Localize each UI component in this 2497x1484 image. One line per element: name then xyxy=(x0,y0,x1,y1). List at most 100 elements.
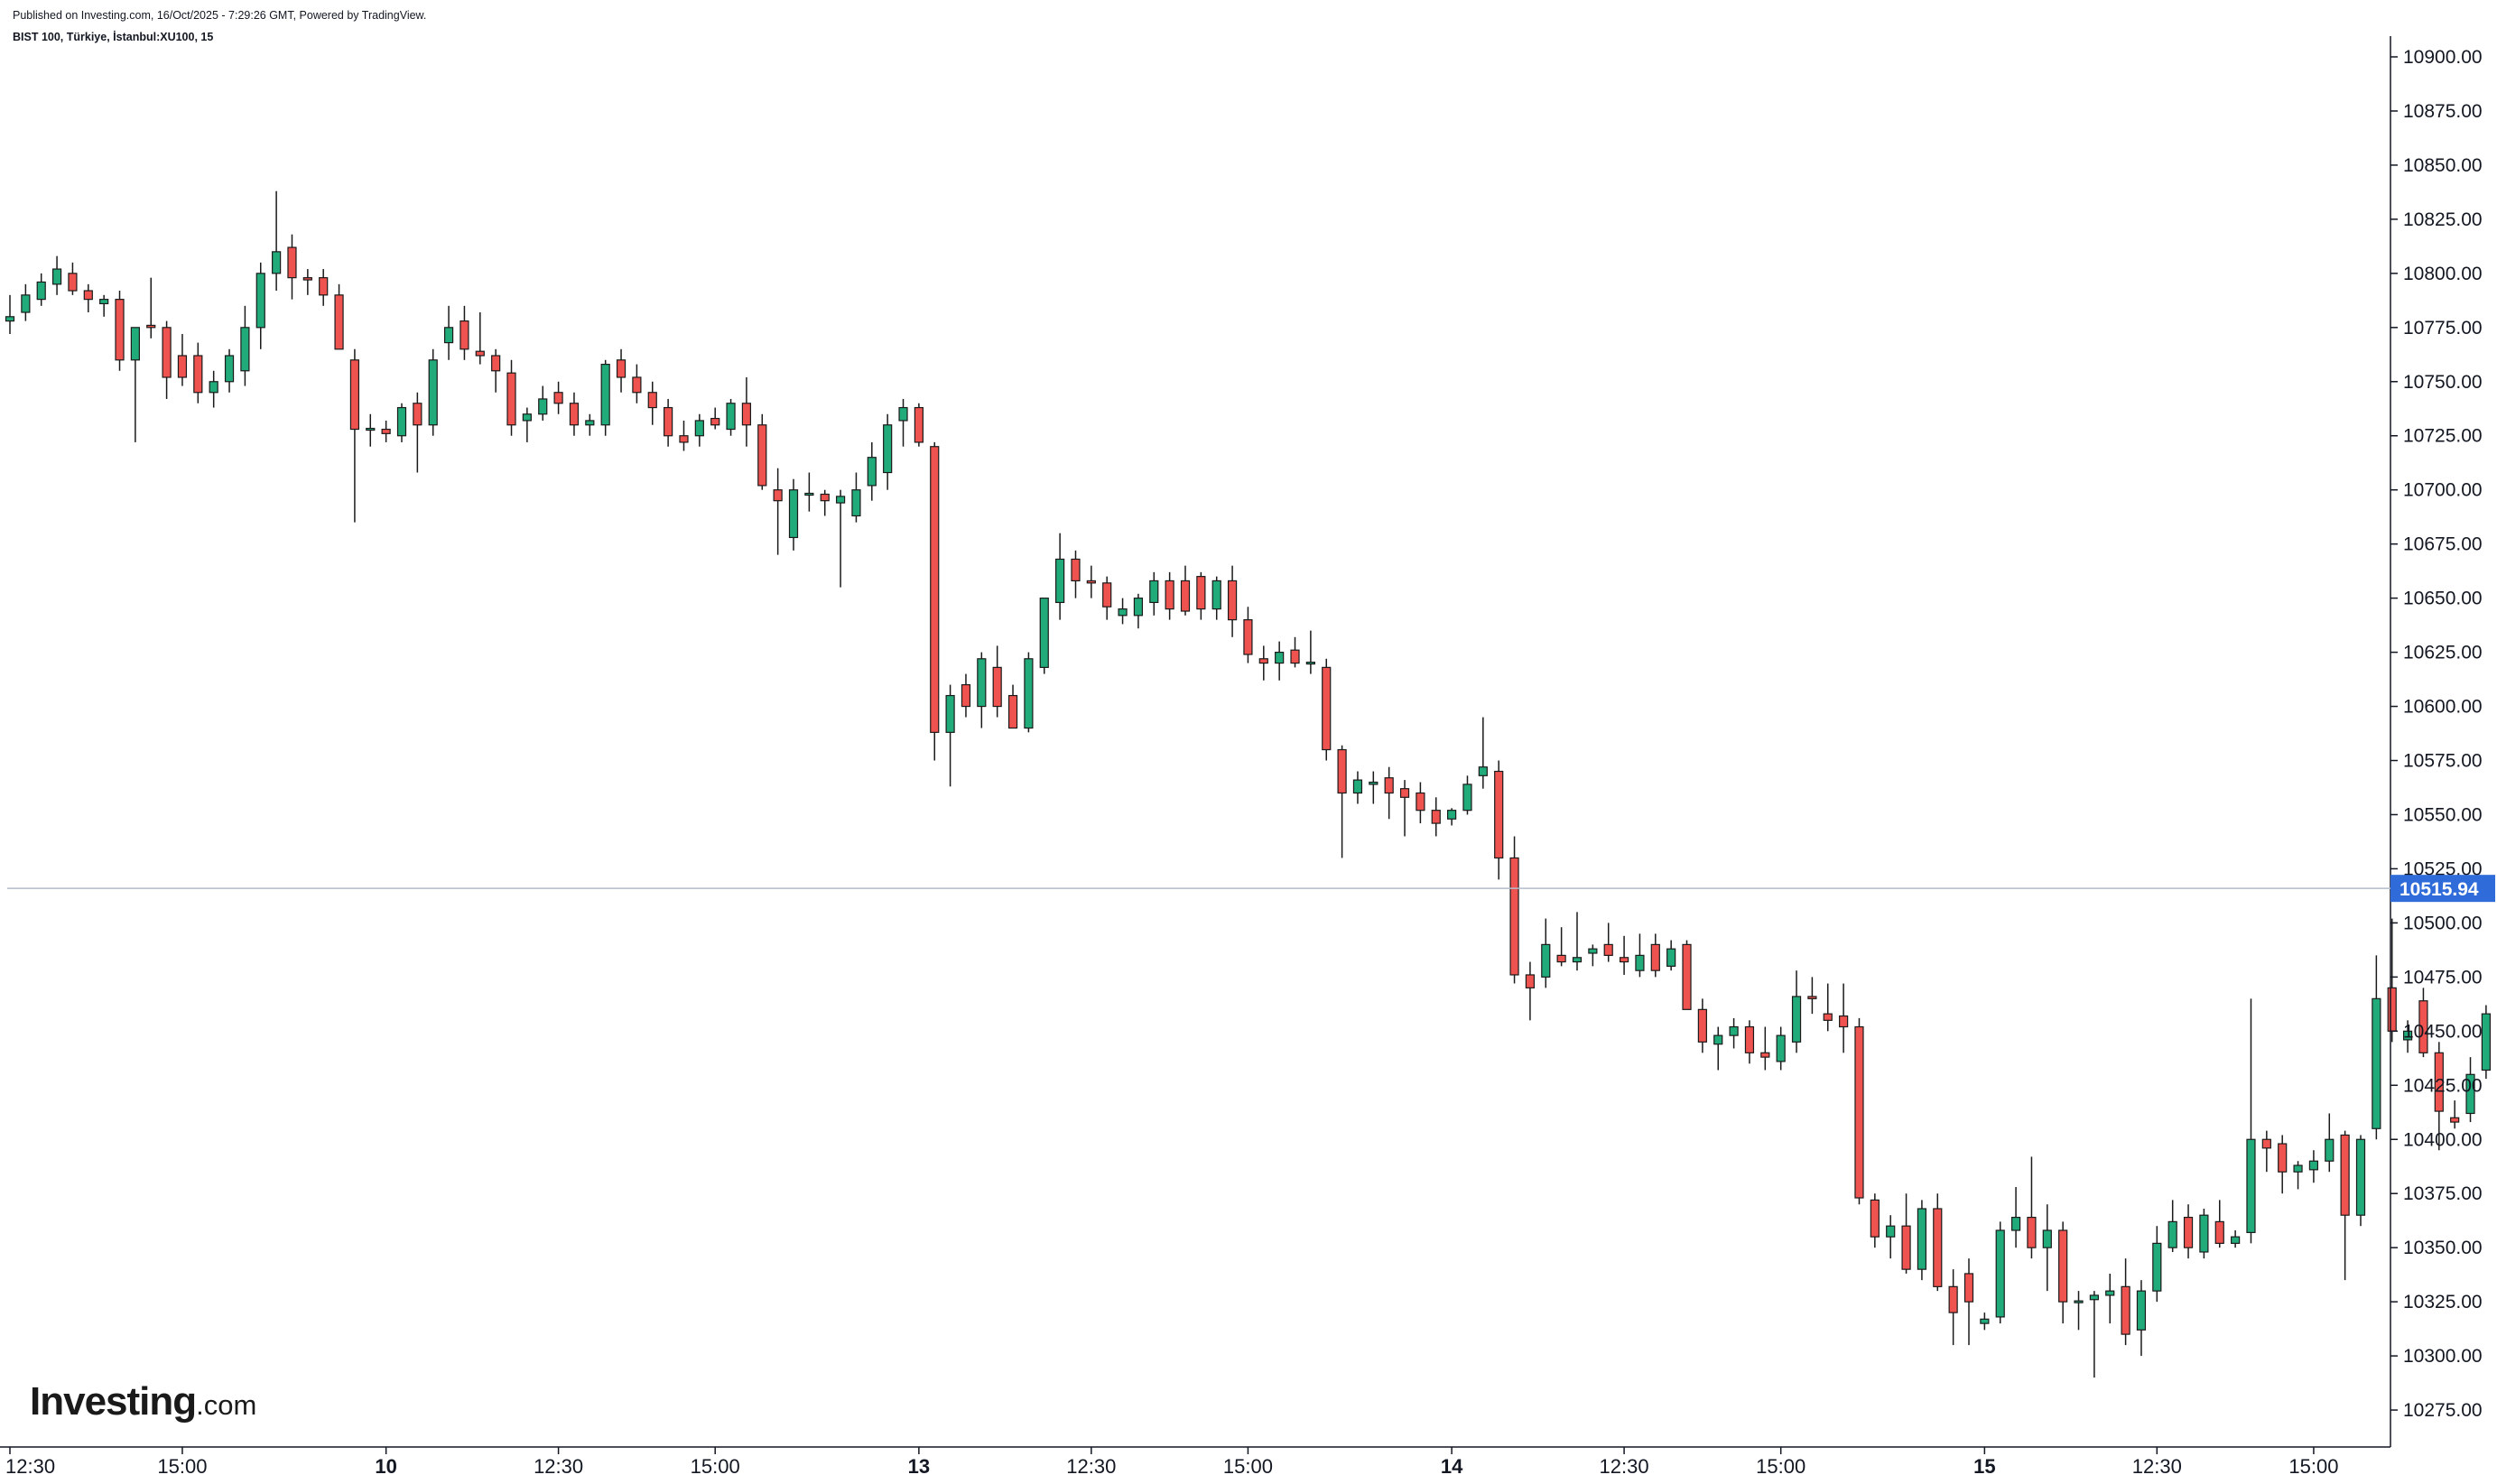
candle-body-down xyxy=(1416,792,1425,812)
price-tick-label: 10650.00 xyxy=(2403,589,2483,609)
candle-body-down xyxy=(68,273,78,292)
candle-body-down xyxy=(1854,1025,1864,1199)
candle-body-up xyxy=(538,398,548,415)
candle-body-down xyxy=(2278,1143,2288,1173)
candle-body-down xyxy=(1165,580,1174,610)
candle xyxy=(193,342,203,403)
candle xyxy=(1963,1258,1974,1346)
candle xyxy=(945,684,955,787)
candle xyxy=(2167,1200,2177,1252)
candle-body-up xyxy=(2465,1073,2475,1115)
candle-body-down xyxy=(459,320,469,350)
candle xyxy=(930,441,940,761)
candle-body-down xyxy=(475,350,485,357)
candle-body-up xyxy=(36,281,46,301)
overlays-layer: 10515.94P xyxy=(7,875,2495,903)
price-tick-label: 10350.00 xyxy=(2403,1238,2483,1258)
candle xyxy=(2074,1291,2084,1331)
candle-body-down xyxy=(1933,1208,1943,1287)
candle xyxy=(741,376,752,447)
candle-body-up xyxy=(209,381,218,394)
candle xyxy=(1650,933,1660,978)
price-tick-label: 10900.00 xyxy=(2403,47,2483,68)
candle-body-down xyxy=(491,355,501,372)
candle-body-up xyxy=(1541,943,1551,978)
candle-body-up xyxy=(1635,954,1645,971)
candle xyxy=(2214,1200,2224,1248)
candle-body-up xyxy=(1055,558,1065,604)
candle-body-down xyxy=(1007,694,1018,729)
candle-body-down xyxy=(1603,943,1613,956)
candle-body-up xyxy=(366,427,376,431)
candle xyxy=(2136,1280,2147,1357)
price-tick-label: 10600.00 xyxy=(2403,697,2483,718)
candle xyxy=(1556,927,1566,967)
candle xyxy=(1509,836,1519,984)
candle-body-up xyxy=(945,694,955,733)
candle xyxy=(2152,1226,2162,1303)
candle-body-down xyxy=(1180,580,1191,612)
price-tick-label: 10375.00 xyxy=(2403,1183,2483,1204)
candle-body-down xyxy=(1525,974,1536,988)
candle xyxy=(272,190,282,292)
time-tick-label: 15:00 xyxy=(691,1455,740,1478)
price-tick-label: 10700.00 xyxy=(2403,480,2483,501)
candle-body-up xyxy=(1729,1025,1739,1036)
price-axis[interactable]: 10275.00 10300.00 10325.00 10350.00 10375.00… xyxy=(2390,36,2483,1447)
candle-body-up xyxy=(1352,779,1363,794)
candle xyxy=(2308,1150,2319,1183)
candle xyxy=(1713,1026,1723,1071)
candle-body-down xyxy=(647,392,657,409)
last-price-label: 10515.94 xyxy=(2400,879,2479,900)
candle-body-up xyxy=(1369,781,1378,785)
candle xyxy=(2450,1100,2460,1129)
candle xyxy=(1258,645,1268,681)
candle xyxy=(1603,923,1613,962)
time-axis[interactable]: 12:30 15:00 10 12:30 15:00 13 12:30 15:00 14 12:3… xyxy=(0,1446,2497,1478)
candle xyxy=(1462,775,1472,815)
candle-body-down xyxy=(334,294,344,350)
candle xyxy=(1791,970,1802,1053)
candle xyxy=(867,441,877,501)
candle xyxy=(1431,797,1441,837)
candle-body-up xyxy=(1305,661,1315,665)
candle xyxy=(1384,766,1394,820)
candle xyxy=(475,312,485,365)
candle xyxy=(2231,1229,2241,1248)
candle-body-up xyxy=(1995,1229,2005,1318)
last-price-badge xyxy=(2390,875,2495,903)
candle-body-down xyxy=(992,666,1002,708)
candle-body-down xyxy=(1744,1025,1755,1053)
candle-body-up xyxy=(835,496,846,504)
candle-body-down xyxy=(1839,1015,1849,1028)
candle xyxy=(1211,576,1221,620)
candle-body-down xyxy=(1337,748,1347,794)
candle-body-up xyxy=(2325,1138,2335,1162)
candle-body-up xyxy=(2167,1220,2177,1248)
candle xyxy=(977,652,987,728)
chart-header: Published on Investing.com, 16/Oct/2025 … xyxy=(13,7,426,45)
price-tick-label: 10800.00 xyxy=(2403,264,2483,284)
candle xyxy=(68,262,78,295)
candle xyxy=(1948,1269,1958,1346)
candle xyxy=(804,472,814,512)
candle-body-down xyxy=(710,417,720,426)
candle xyxy=(334,283,344,350)
candle xyxy=(1337,745,1347,858)
candle-body-down xyxy=(1227,580,1238,621)
candle xyxy=(1933,1193,1943,1292)
candle xyxy=(1055,533,1065,620)
candle-body-down xyxy=(146,324,156,329)
candle-body-up xyxy=(2308,1160,2319,1171)
candle xyxy=(1995,1221,2005,1324)
candle-body-down xyxy=(2261,1138,2271,1149)
price-tick-label: 10825.00 xyxy=(2403,209,2483,230)
candle-body-down xyxy=(1243,619,1253,655)
candle-body-down xyxy=(1901,1225,1911,1270)
candle-body-down xyxy=(177,355,188,378)
time-tick-label: 10 xyxy=(375,1455,396,1478)
candle-body-down xyxy=(961,683,971,708)
candle xyxy=(1102,576,1112,620)
candle-body-down xyxy=(1322,666,1332,751)
